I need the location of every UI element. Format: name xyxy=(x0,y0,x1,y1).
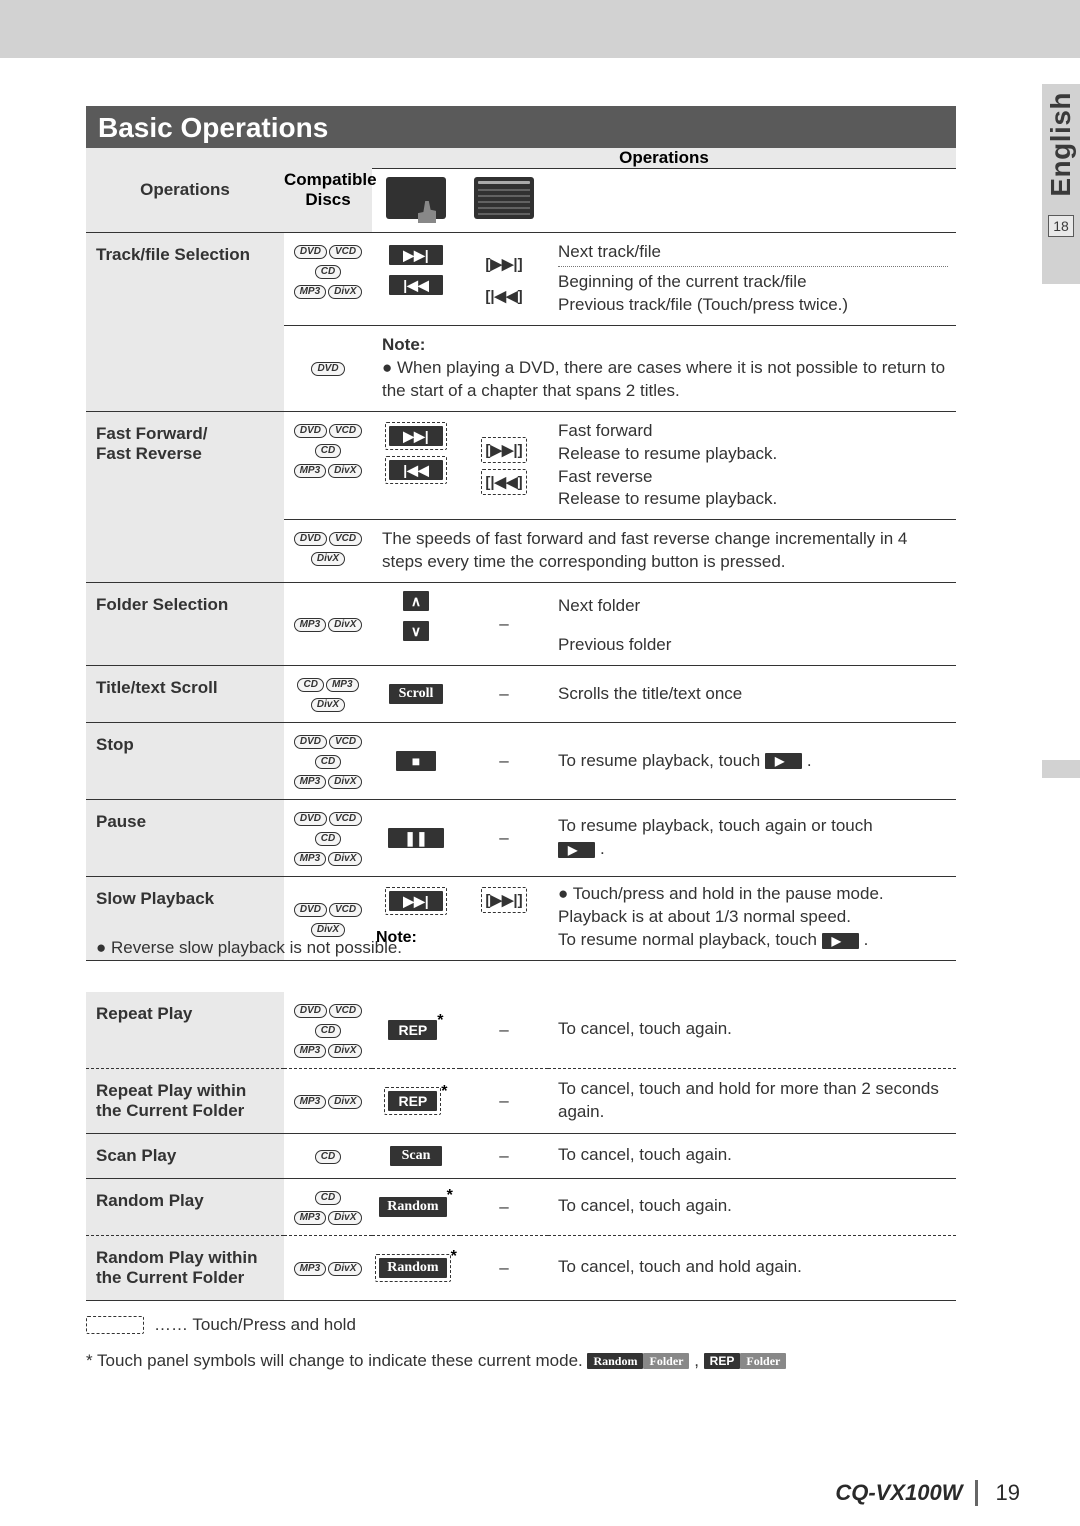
badge-dvd: DVD xyxy=(294,245,327,259)
hdr-operations: Operations xyxy=(86,148,284,233)
row-repeat-folder-name: Repeat Play within the Current Folder xyxy=(86,1068,284,1133)
badge-cd: CD xyxy=(315,265,341,279)
row-repeat-name: Repeat Play xyxy=(86,992,284,1069)
btn-stop-icon: ■ xyxy=(396,751,436,771)
track-note-label: Note: xyxy=(382,335,425,354)
btn-next-icon: ▶▶| xyxy=(389,245,442,265)
device-remote-icon xyxy=(474,177,534,219)
track-desc2: Beginning of the current track/file xyxy=(558,271,948,294)
folder-d1: Next folder xyxy=(558,595,948,618)
footer-model: CQ-VX100W xyxy=(835,1480,977,1506)
pause-d1: To resume playback, touch again or touch xyxy=(558,816,873,835)
row-random-name: Random Play xyxy=(86,1178,284,1235)
operations-table: Operations Compatible Discs Operations T… xyxy=(86,148,956,1301)
hdr-operations-group: Operations xyxy=(372,148,956,169)
track-desc3: Previous track/file (Touch/press twice.) xyxy=(558,294,948,317)
row-track-name: Track/file Selection xyxy=(86,233,284,412)
footnote: * Touch panel symbols will change to ind… xyxy=(86,1351,956,1371)
top-grey-band xyxy=(0,0,1080,58)
hdr-discs: Compatible Discs xyxy=(284,148,372,233)
row-folder-name: Folder Selection xyxy=(86,583,284,666)
stop-d1: To resume playback, touch xyxy=(558,751,765,770)
slow-d2: Playback is at about 1/3 normal speed. xyxy=(558,907,851,926)
prev-page-box: 18 xyxy=(1048,215,1074,237)
ff-speeds: The speeds of fast forward and fast reve… xyxy=(372,520,956,583)
section-title: Basic Operations xyxy=(86,106,956,148)
stop-d1b: . xyxy=(807,751,812,770)
badge-mp3: MP3 xyxy=(294,285,327,299)
slow-d3b: . xyxy=(864,930,869,949)
btn-scroll: Scroll xyxy=(389,684,444,704)
btn-slow-hold-icon: ▶▶| xyxy=(389,891,442,911)
side-tab: English 18 xyxy=(1042,84,1080,284)
slow-d3: To resume normal playback, touch xyxy=(558,930,822,949)
btn-play-inline: ▶ xyxy=(822,933,859,949)
ff-d2: Release to resume playback. xyxy=(558,443,948,466)
btn-prev-icon: |◀◀ xyxy=(389,275,442,295)
rc-ff-hold: [▶▶|] xyxy=(481,437,526,463)
btn-play-inline: ▶ xyxy=(558,842,595,858)
folder-d2: Previous folder xyxy=(558,634,948,657)
legend-text: …… Touch/Press and hold xyxy=(154,1315,356,1335)
side-grey-stub xyxy=(1042,760,1080,778)
btn-rep: REP xyxy=(388,1020,437,1040)
btn-up-icon: ∧ xyxy=(403,591,429,611)
row-scroll-name: Title/text Scroll xyxy=(86,666,284,723)
row-pause-name: Pause xyxy=(86,800,284,877)
badge-dvd: DVD xyxy=(311,362,344,376)
random-folder-d1: To cancel, touch and hold again. xyxy=(548,1235,956,1300)
rc-slow-hold: [▶▶|] xyxy=(481,887,526,913)
btn-down-icon: ∨ xyxy=(403,621,429,641)
device-touch-icon xyxy=(386,177,446,219)
scroll-d1: Scrolls the title/text once xyxy=(548,666,956,723)
repeat-folder-d1: To cancel, touch and hold for more than … xyxy=(548,1068,956,1133)
btn-scan: Scan xyxy=(390,1146,443,1166)
rc-dash: – xyxy=(460,583,548,666)
track-note: When playing a DVD, there are cases wher… xyxy=(382,358,945,400)
btn-fr-hold-icon: |◀◀ xyxy=(389,460,442,480)
scan-d1: To cancel, touch again. xyxy=(548,1133,956,1178)
badge-vcd: VCD xyxy=(329,245,362,259)
badge-divx: DivX xyxy=(328,285,362,299)
btn-rep-hold: REP xyxy=(388,1091,437,1111)
language-label: English xyxy=(1045,92,1077,197)
btn-play-inline: ▶ xyxy=(765,753,802,769)
ff-d1: Fast forward xyxy=(558,420,948,443)
row-random-folder-name: Random Play within the Current Folder xyxy=(86,1235,284,1300)
row-ff-name: Fast Forward/ Fast Reverse xyxy=(86,411,284,583)
row-scan-name: Scan Play xyxy=(86,1133,284,1178)
rc-prev: [|◀◀] xyxy=(460,287,548,305)
btn-random: Random xyxy=(379,1197,446,1217)
slow-d1: Touch/press and hold in the pause mode. xyxy=(573,884,884,903)
legend-dashed-box xyxy=(86,1316,144,1334)
slow-note: Reverse slow playback is not possible. xyxy=(111,938,402,957)
rc-fr-hold: [|◀◀] xyxy=(481,469,526,495)
rc-next: [▶▶|] xyxy=(460,255,548,273)
ff-d3: Fast reverse xyxy=(558,466,948,489)
repeat-d1: To cancel, touch again. xyxy=(548,992,956,1069)
pause-d1b: . xyxy=(600,839,605,858)
btn-pause-icon: ❚❚ xyxy=(388,828,443,848)
legend: …… Touch/Press and hold xyxy=(86,1315,956,1335)
btn-ff-hold-icon: ▶▶| xyxy=(389,426,442,446)
track-desc1: Next track/file xyxy=(558,241,948,264)
btn-random-hold: Random xyxy=(379,1258,446,1278)
random-d1: To cancel, touch again. xyxy=(548,1178,956,1235)
ff-d4: Release to resume playback. xyxy=(558,488,948,511)
footer-page-number: 19 xyxy=(996,1480,1020,1506)
row-stop-name: Stop xyxy=(86,723,284,800)
